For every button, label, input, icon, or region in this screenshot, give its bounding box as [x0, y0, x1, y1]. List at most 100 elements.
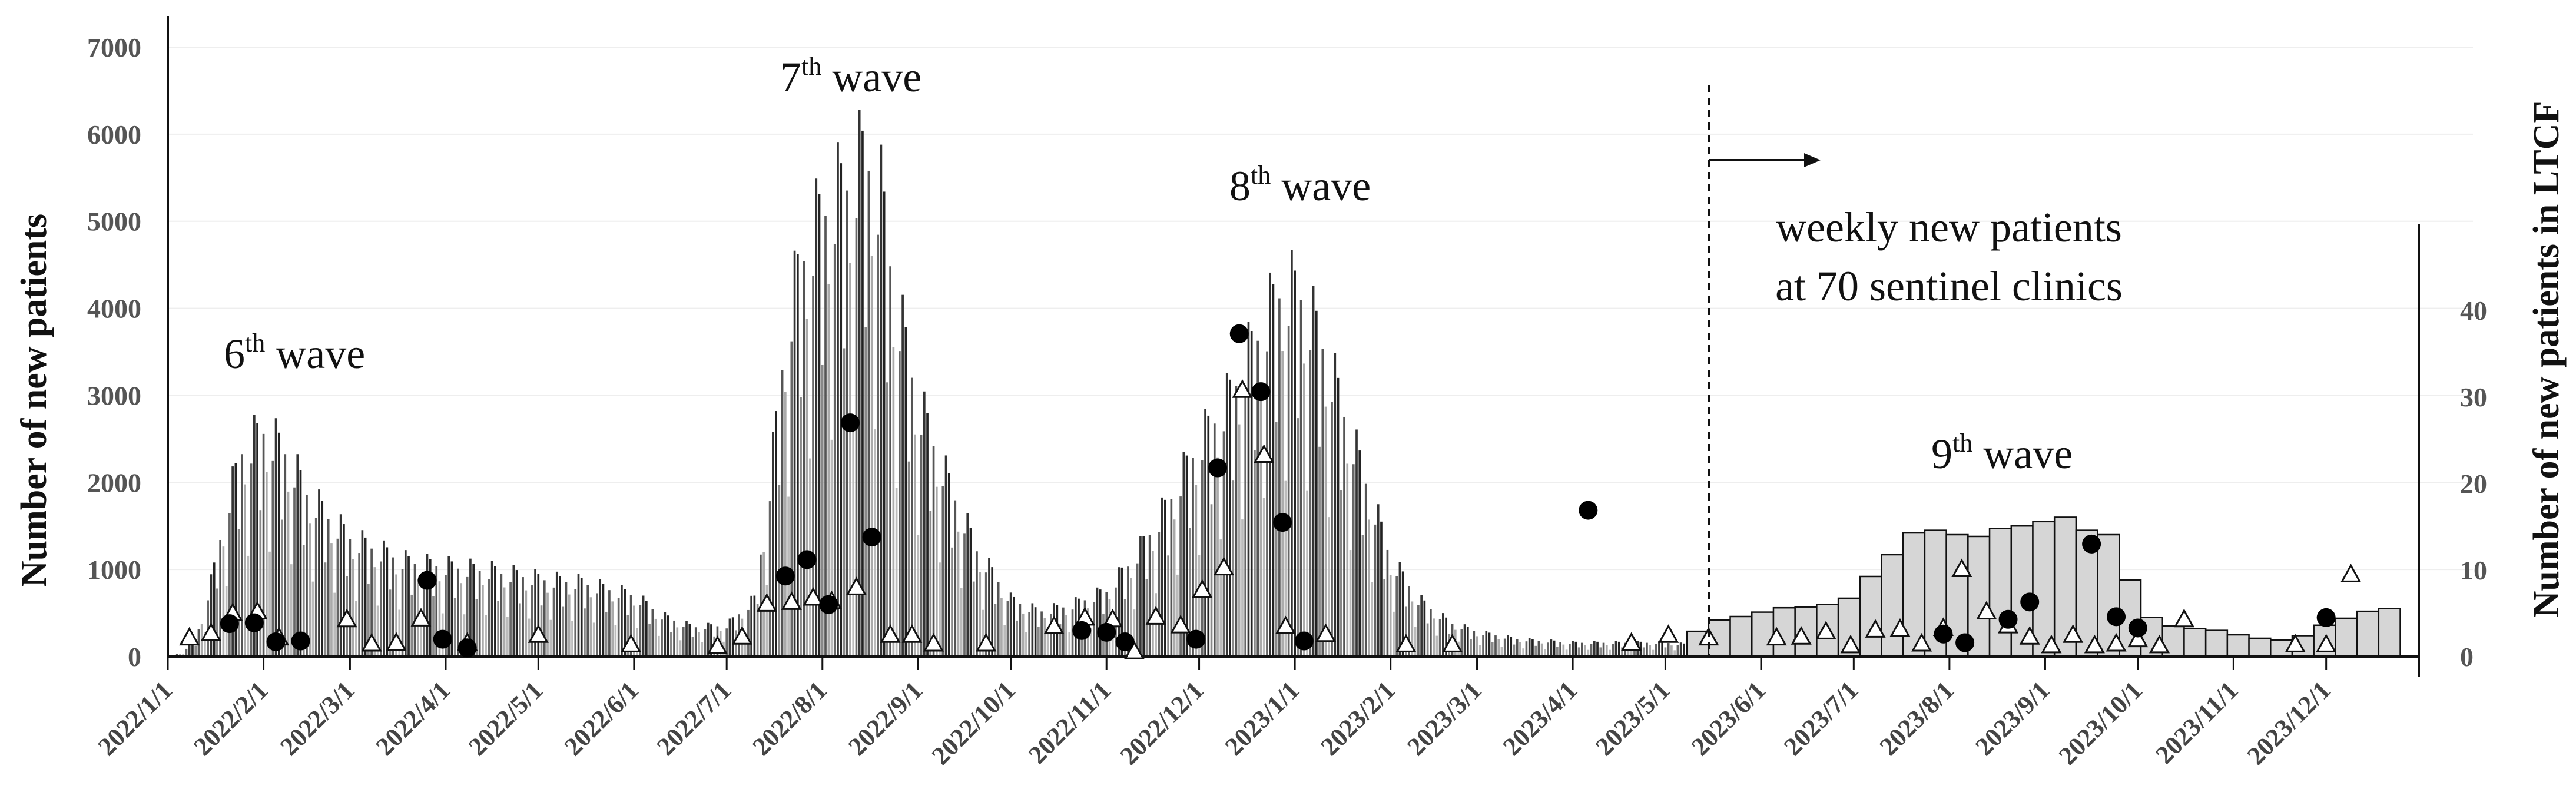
- daily-bar: [1195, 485, 1198, 657]
- daily-bar: [179, 654, 181, 657]
- ltcf-circle-marker: [775, 566, 795, 586]
- daily-bar: [302, 545, 305, 657]
- daily-bar: [1377, 504, 1380, 657]
- daily-bar: [772, 432, 774, 657]
- daily-bar: [460, 583, 463, 657]
- daily-bar: [1164, 499, 1166, 657]
- daily-bar: [1297, 418, 1299, 657]
- daily-bar: [1123, 599, 1126, 657]
- daily-bar: [676, 627, 679, 657]
- daily-bar: [824, 216, 827, 657]
- daily-bar: [1572, 641, 1574, 657]
- daily-bar: [330, 543, 333, 657]
- daily-bar: [438, 581, 441, 657]
- daily-bar: [1170, 499, 1173, 657]
- x-tick-label: 2022/1/1: [92, 675, 178, 761]
- weekly-bar: [1881, 554, 1904, 658]
- daily-bar: [1383, 579, 1386, 657]
- ltcf-triangle-marker: [1889, 618, 1911, 637]
- axes: 0 1000 2000 3000 4000 5000 6000 7000 0 10 20 30 40 20…: [87, 16, 2487, 770]
- daily-bar: [555, 571, 558, 657]
- daily-bar: [1306, 490, 1308, 657]
- daily-bar: [917, 535, 920, 657]
- daily-bar: [277, 432, 280, 657]
- daily-bar: [1120, 567, 1123, 657]
- ltcf-circle-marker: [840, 413, 860, 433]
- right-axis-title: Number of new patients in LTCF: [2527, 101, 2567, 618]
- daily-bar: [976, 551, 978, 657]
- daily-bar: [852, 427, 855, 657]
- x-tick-label: 2022/9/1: [843, 675, 928, 761]
- daily-bar: [1318, 446, 1321, 657]
- left-tick-label: 0: [128, 642, 141, 672]
- ltcf-circle-marker: [433, 629, 452, 649]
- daily-bar: [1426, 623, 1429, 657]
- daily-bar: [899, 351, 901, 657]
- ltcf-circle-marker: [457, 638, 477, 658]
- daily-bar: [407, 556, 410, 657]
- daily-bar: [988, 558, 990, 657]
- left-tick-label: 6000: [87, 120, 141, 150]
- daily-bar: [1262, 498, 1265, 657]
- daily-bar: [1312, 286, 1315, 657]
- daily-bar: [457, 568, 459, 657]
- weekly-bar: [2378, 608, 2401, 658]
- daily-bar: [1040, 611, 1043, 657]
- gridlines: [168, 47, 2473, 571]
- daily-bar: [296, 454, 299, 657]
- daily-bar: [1340, 490, 1342, 657]
- daily-bar: [1152, 551, 1154, 657]
- daily-bar: [185, 648, 188, 657]
- left-tick-label: 7000: [87, 32, 141, 62]
- daily-bar: [775, 411, 777, 657]
- right-tick-label: 0: [2460, 642, 2474, 672]
- x-tick-label: 2023/9/1: [1970, 675, 2055, 761]
- daily-bar: [543, 580, 546, 657]
- daily-bar: [972, 581, 975, 657]
- ltcf-circle-marker: [1186, 629, 1206, 649]
- daily-bar: [1664, 647, 1667, 657]
- daily-bar: [1556, 647, 1559, 657]
- daily-bar: [1476, 636, 1478, 657]
- ltcf-triangle-marker: [1840, 634, 1861, 654]
- daily-bar: [580, 578, 583, 657]
- daily-bar: [979, 572, 982, 657]
- daily-bar: [1185, 455, 1188, 657]
- ltcf-circle-marker: [1208, 458, 1228, 478]
- daily-bar: [1355, 429, 1358, 657]
- daily-bar: [1577, 647, 1580, 657]
- ltcf-triangle-marker: [1232, 379, 1253, 398]
- daily-bar: [1371, 582, 1374, 657]
- daily-bar: [1241, 519, 1244, 657]
- daily-bar: [1201, 460, 1204, 657]
- daily-bar: [1321, 349, 1324, 657]
- daily-bar: [216, 588, 218, 657]
- daily-bar: [318, 489, 320, 657]
- ltcf-triangle-marker: [2149, 634, 2170, 654]
- daily-bar: [299, 470, 302, 657]
- x-tick-label: 2023/5/1: [1590, 675, 1675, 761]
- daily-bar: [685, 621, 688, 657]
- daily-bar: [608, 590, 611, 657]
- daily-bar: [589, 597, 592, 657]
- daily-bar: [629, 595, 632, 657]
- weekly-annotation-line1: weekly new patients: [1776, 204, 2122, 251]
- daily-bar: [435, 566, 438, 657]
- daily-bar: [682, 627, 685, 657]
- ltcf-triangle-marker: [1123, 641, 1145, 659]
- x-tick-label: 2023/1/1: [1219, 675, 1305, 761]
- daily-bar: [552, 587, 555, 657]
- daily-bar: [271, 460, 274, 657]
- daily-bar: [728, 618, 731, 657]
- daily-bar: [1346, 463, 1349, 657]
- daily-bar: [679, 640, 682, 657]
- daily-bar: [1155, 593, 1157, 657]
- daily-bar: [904, 327, 907, 657]
- daily-bar: [290, 564, 293, 657]
- daily-bar: [602, 584, 605, 657]
- daily-bar: [429, 559, 432, 657]
- daily-bar: [1445, 617, 1447, 657]
- ltcf-circle-marker: [1115, 632, 1135, 652]
- daily-bar: [901, 294, 904, 657]
